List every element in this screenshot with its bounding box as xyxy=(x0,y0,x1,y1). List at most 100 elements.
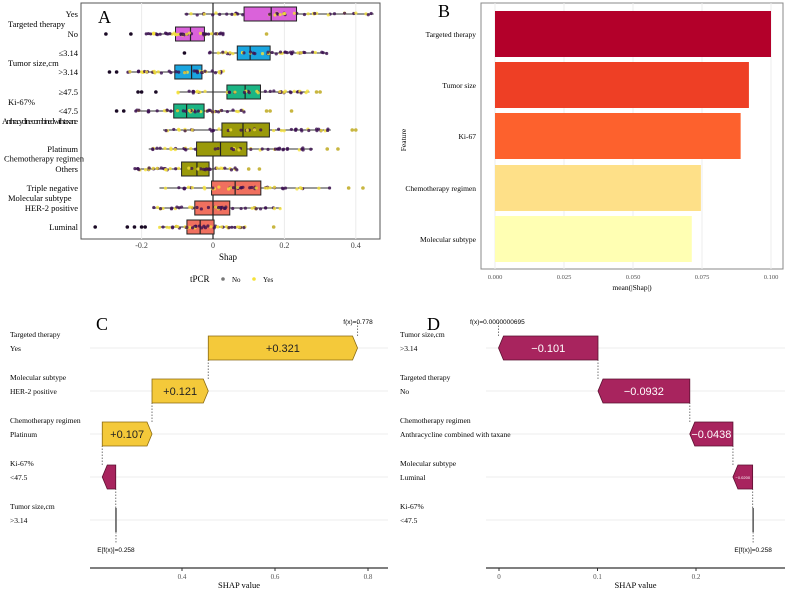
outlier-point xyxy=(268,109,272,113)
data-point xyxy=(206,32,211,36)
data-point xyxy=(278,50,283,54)
data-point xyxy=(168,167,172,171)
data-point xyxy=(289,91,293,95)
feature-label: Targeted therapy xyxy=(8,19,66,29)
feature-label: Ki-67% xyxy=(400,502,424,511)
data-point xyxy=(159,166,163,170)
outlier-point xyxy=(125,225,130,229)
data-point xyxy=(199,110,203,114)
data-point xyxy=(242,225,246,230)
data-point xyxy=(248,186,252,190)
data-point xyxy=(143,168,148,172)
data-point xyxy=(253,52,257,56)
outlier-point xyxy=(361,186,365,190)
data-point xyxy=(187,166,191,170)
feature-value-label: Luminal xyxy=(400,473,425,482)
data-point xyxy=(147,166,151,170)
data-point xyxy=(311,50,315,54)
feature-value-label: Yes xyxy=(10,344,21,353)
outlier-point xyxy=(136,90,140,94)
data-point xyxy=(170,206,174,210)
data-point xyxy=(155,205,160,210)
data-point xyxy=(217,185,221,189)
data-point xyxy=(203,89,207,93)
data-point xyxy=(326,127,330,131)
feature-label: Molecular subtype xyxy=(10,373,67,382)
data-point xyxy=(158,32,162,36)
outlier-point xyxy=(264,32,269,36)
data-point xyxy=(152,205,156,210)
outlier-point xyxy=(132,225,137,229)
data-point xyxy=(151,147,155,152)
shap-value-label: −0.0438 xyxy=(691,429,731,441)
data-point xyxy=(134,109,138,113)
data-point xyxy=(320,50,324,54)
outlier-point xyxy=(121,109,126,113)
data-point xyxy=(277,146,282,150)
data-point xyxy=(176,224,180,229)
data-point xyxy=(233,225,237,230)
feature-value-label: >3.14 xyxy=(10,516,28,525)
data-point xyxy=(283,89,287,93)
data-point xyxy=(224,205,228,209)
data-point xyxy=(239,206,243,211)
x-tick-label: 0.4 xyxy=(351,241,361,250)
outlier-point xyxy=(139,90,144,94)
data-point xyxy=(196,109,200,113)
data-point xyxy=(184,109,188,113)
data-point xyxy=(245,128,249,132)
data-point xyxy=(203,168,207,172)
data-point xyxy=(228,186,233,190)
data-point xyxy=(152,31,156,35)
data-point xyxy=(254,186,258,190)
feature-label: Ki-67% xyxy=(8,97,35,107)
data-point xyxy=(258,207,263,211)
outlier-point xyxy=(114,70,119,74)
feature-label: Tumor size,cm xyxy=(400,330,445,339)
category-label: Chemotherapy regimen xyxy=(405,184,476,193)
data-point xyxy=(292,11,296,15)
data-point xyxy=(247,91,251,95)
data-point xyxy=(200,226,204,230)
data-point xyxy=(260,52,265,56)
x-tick-label: 0.2 xyxy=(692,573,701,581)
data-point xyxy=(155,146,159,150)
data-point xyxy=(177,70,181,74)
data-point xyxy=(228,51,232,55)
data-point xyxy=(187,89,191,93)
data-point xyxy=(189,146,193,151)
data-point xyxy=(323,129,327,133)
data-point xyxy=(173,32,177,37)
data-point xyxy=(216,225,220,229)
x-tick-label: 0.4 xyxy=(178,573,187,581)
feature-label: Ki-67% xyxy=(10,459,34,468)
data-point xyxy=(200,70,204,75)
shap-bar xyxy=(207,335,358,361)
data-point xyxy=(136,167,140,171)
data-point xyxy=(176,91,180,95)
legend-marker-no xyxy=(221,277,225,281)
data-point xyxy=(155,166,159,171)
data-point xyxy=(233,166,237,170)
outlier-point xyxy=(325,147,330,151)
data-point xyxy=(157,225,162,230)
bar xyxy=(495,216,692,262)
data-point xyxy=(188,225,192,229)
data-point xyxy=(255,89,259,93)
data-point xyxy=(297,148,301,152)
data-point xyxy=(163,186,168,190)
data-point xyxy=(270,50,274,55)
data-point xyxy=(214,11,218,15)
data-point xyxy=(313,50,317,55)
x-tick-label: 0.000 xyxy=(488,274,503,281)
data-point xyxy=(163,168,168,172)
data-point xyxy=(206,224,210,228)
outlier-point xyxy=(93,225,97,229)
data-point xyxy=(161,206,165,211)
data-point xyxy=(289,127,293,132)
panel-a: -0.2 0 0.2 0.4 A Yes No ≤3.14 >3.14 ≥47.5 <47.5Ant… xyxy=(2,2,381,284)
data-point xyxy=(211,186,215,190)
shap-bar xyxy=(597,378,691,404)
outlier-point xyxy=(289,109,294,113)
data-point xyxy=(224,50,228,54)
